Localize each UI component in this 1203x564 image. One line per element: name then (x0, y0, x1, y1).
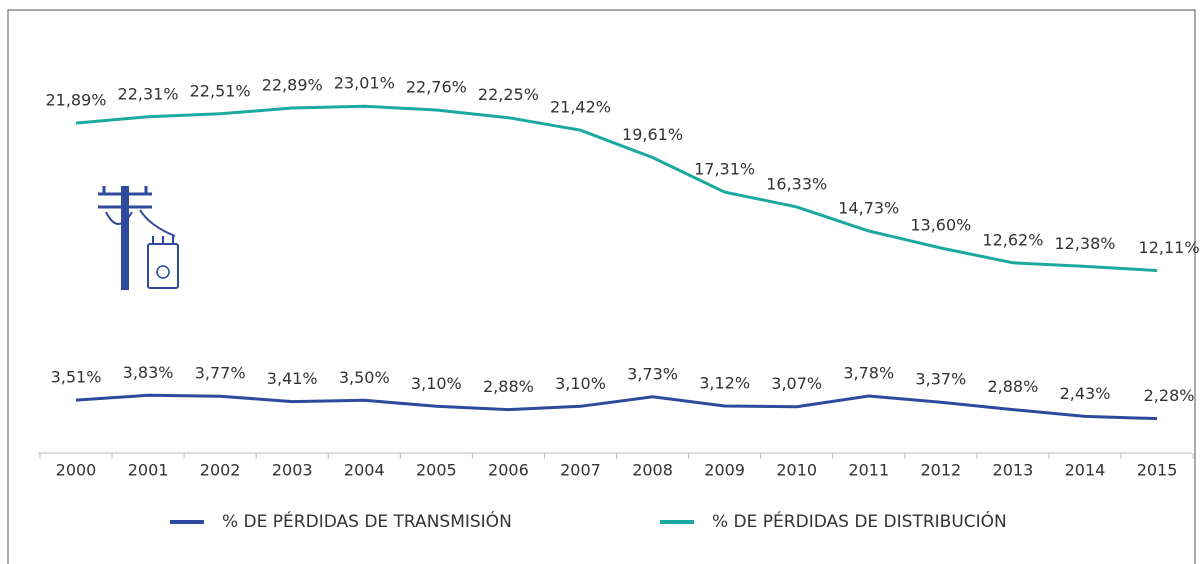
x-tick-label: 2015 (1137, 461, 1178, 480)
x-tick-label: 2004 (344, 461, 385, 480)
frame (7, 9, 1196, 564)
data-label: 12,11% (1139, 238, 1200, 257)
data-label: 2,88% (483, 377, 534, 396)
pole-icon (98, 186, 179, 290)
data-label: 3,37% (915, 370, 966, 389)
data-label: 22,51% (190, 81, 251, 100)
x-tick-label: 2000 (56, 461, 97, 480)
x-tick-label: 2005 (416, 461, 457, 480)
x-tick-label: 2010 (776, 461, 817, 480)
legend-label: % DE PÉRDIDAS DE TRANSMISIÓN (222, 510, 512, 532)
data-label: 17,31% (694, 160, 755, 179)
data-label: 21,89% (45, 91, 106, 110)
data-label: 12,38% (1054, 234, 1115, 253)
x-tick-label: 2003 (272, 461, 313, 480)
x-tick-label: 2009 (704, 461, 745, 480)
x-tick-label: 2001 (128, 461, 169, 480)
data-label: 22,89% (262, 76, 323, 95)
data-label: 3,10% (411, 374, 462, 393)
series-line (75, 393, 1158, 421)
legend-label: % DE PÉRDIDAS DE DISTRIBUCIÓN (712, 510, 1007, 532)
data-label: 3,78% (843, 364, 894, 383)
series-line (75, 104, 1158, 272)
data-label: 22,25% (478, 85, 539, 104)
data-label: 22,31% (118, 84, 179, 103)
data-label: 23,01% (334, 74, 395, 93)
data-label: 14,73% (838, 199, 899, 218)
data-label: 3,83% (123, 363, 174, 382)
data-label: 19,61% (622, 125, 683, 144)
data-label: 2,28% (1144, 386, 1195, 405)
data-label: 12,62% (982, 230, 1043, 249)
data-label: 3,50% (339, 368, 390, 387)
data-label: 3,73% (627, 364, 678, 383)
data-label: 16,33% (766, 174, 827, 193)
x-tick-label: 2013 (993, 461, 1034, 480)
data-label: 3,07% (771, 374, 822, 393)
data-label: 3,12% (699, 373, 750, 392)
data-label: 13,60% (910, 216, 971, 235)
x-tick-label: 2011 (848, 461, 889, 480)
x-tick-label: 2007 (560, 461, 601, 480)
data-label: 3,51% (51, 368, 102, 387)
data-label: 3,10% (555, 374, 606, 393)
data-label: 3,77% (195, 364, 246, 383)
data-label: 2,43% (1060, 384, 1111, 403)
x-tick-label: 2008 (632, 461, 673, 480)
data-label: 22,76% (406, 78, 467, 97)
data-label: 3,41% (267, 369, 318, 388)
x-tick-label: 2014 (1065, 461, 1106, 480)
x-tick-label: 2006 (488, 461, 529, 480)
x-tick-label: 2002 (200, 461, 241, 480)
x-tick-label: 2012 (920, 461, 961, 480)
data-label: 21,42% (550, 98, 611, 117)
data-label: 2,88% (987, 377, 1038, 396)
